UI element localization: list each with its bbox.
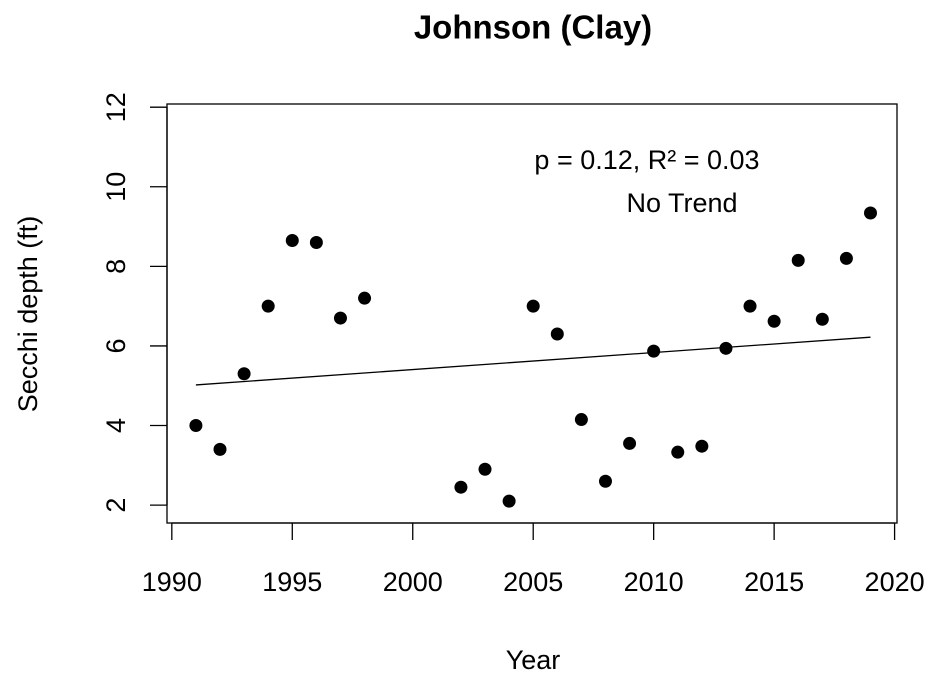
point <box>285 233 299 247</box>
point <box>261 299 275 313</box>
point <box>189 419 203 433</box>
point <box>695 439 709 453</box>
point <box>309 235 323 249</box>
point <box>791 253 805 267</box>
y-tick-label: 4 <box>101 418 131 433</box>
point <box>815 312 829 326</box>
x-tick-label: 2020 <box>865 567 925 597</box>
x-tick-label: 1990 <box>142 567 202 597</box>
point <box>671 445 685 459</box>
point <box>478 462 492 476</box>
y-tick-label: 10 <box>101 172 131 202</box>
point <box>839 251 853 265</box>
x-tick-label: 2015 <box>744 567 804 597</box>
x-tick-label: 2010 <box>624 567 684 597</box>
trend-line <box>195 336 871 386</box>
point <box>598 474 612 488</box>
annotation: No Trend <box>626 188 737 218</box>
point <box>213 442 227 456</box>
point <box>623 436 637 450</box>
point <box>502 494 516 508</box>
point <box>863 206 877 220</box>
point <box>647 344 661 358</box>
y-tick-label: 12 <box>101 92 131 122</box>
point <box>574 413 588 427</box>
plot-box <box>166 103 898 524</box>
point <box>743 299 757 313</box>
x-tick-label: 1995 <box>262 567 322 597</box>
chart-title: Johnson (Clay) <box>414 9 652 46</box>
point <box>333 311 347 325</box>
y-tick-label: 2 <box>101 498 131 513</box>
point <box>454 480 468 494</box>
y-tick-label: 8 <box>101 259 131 274</box>
point <box>358 291 372 305</box>
point <box>550 327 564 341</box>
y-tick-label: 6 <box>101 338 131 353</box>
y-axis-label: Secchi depth (ft) <box>13 216 43 413</box>
x-axis-label: Year <box>506 645 561 675</box>
point <box>719 341 733 355</box>
point <box>767 314 781 328</box>
point <box>237 367 251 381</box>
point <box>526 299 540 313</box>
x-tick-label: 2005 <box>503 567 563 597</box>
annotation: p = 0.12, R² = 0.03 <box>534 145 759 175</box>
x-tick-label: 2000 <box>383 567 443 597</box>
